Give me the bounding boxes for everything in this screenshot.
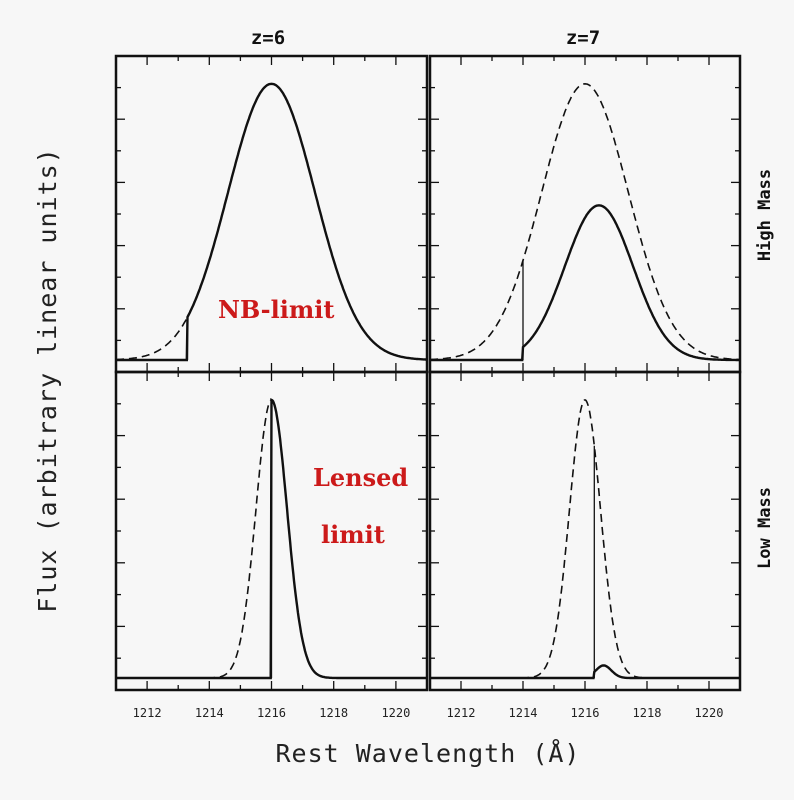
observed-profile-solid bbox=[116, 397, 427, 680]
panel-z7-low-mass: 1212 1214 1216 1218 1220 bbox=[428, 370, 742, 720]
y-axis-label: Flux (arbitrary linear units) bbox=[33, 147, 62, 613]
panel-z6-high-mass bbox=[114, 54, 429, 374]
panel-frame bbox=[428, 54, 742, 374]
x-tick-label: 1216 bbox=[257, 706, 286, 720]
x-tick-label: 1218 bbox=[319, 706, 348, 720]
limit-annotation: limit bbox=[321, 520, 385, 549]
x-axis-label: Rest Wavelength (Å) bbox=[276, 739, 581, 768]
observed-profile-solid bbox=[430, 664, 740, 680]
panel-z7-high-mass bbox=[428, 54, 742, 374]
x-tick-label: 1220 bbox=[695, 706, 724, 720]
panel-frame bbox=[428, 370, 742, 692]
intrinsic-profile-dashed bbox=[430, 399, 740, 679]
panel-frame bbox=[114, 370, 429, 692]
x-tick-label: 1218 bbox=[633, 706, 662, 720]
observed-profile-solid bbox=[116, 82, 427, 362]
nb-limit-annotation: NB-limit bbox=[218, 295, 334, 324]
column-title-z7: z=7 bbox=[566, 27, 600, 49]
panel-z6-low-mass: 1212 1214 1216 1218 1220 bbox=[114, 370, 429, 720]
x-tick-label: 1216 bbox=[571, 706, 600, 720]
panel-frame bbox=[114, 54, 429, 374]
x-tick-label: 1214 bbox=[509, 706, 538, 720]
intrinsic-profile-dashed bbox=[430, 82, 740, 361]
row-label-low-mass: Low Mass bbox=[755, 487, 775, 569]
x-tick-label: 1212 bbox=[133, 706, 162, 720]
x-tick-label: 1220 bbox=[381, 706, 410, 720]
panel-grid: 1212 1214 1216 1218 1220 1212 1214 1216 1218 1220 bbox=[114, 54, 742, 720]
row-label-high-mass: High Mass bbox=[755, 169, 775, 261]
observed-profile-solid bbox=[430, 204, 740, 362]
x-tick-label: 1212 bbox=[447, 706, 476, 720]
lensed-annotation: Lensed bbox=[313, 463, 408, 492]
x-tick-label: 1214 bbox=[195, 706, 224, 720]
column-title-z6: z=6 bbox=[251, 27, 285, 49]
